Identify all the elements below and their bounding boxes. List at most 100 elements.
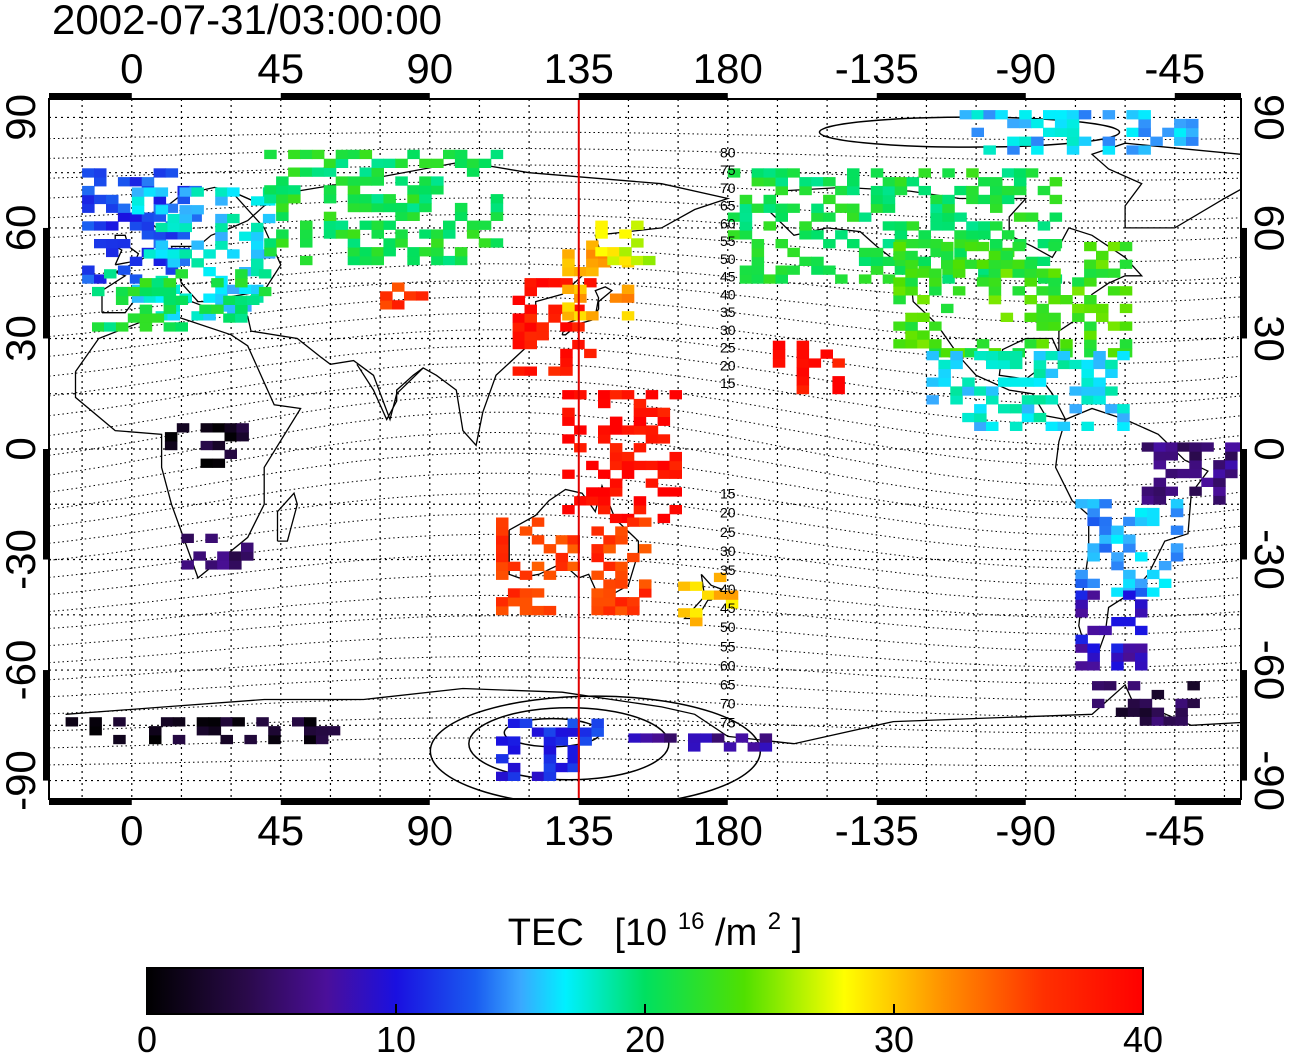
tec-cell	[929, 277, 942, 287]
tec-cell	[217, 551, 230, 561]
tec-cell	[657, 469, 671, 479]
tec-cell	[1084, 295, 1097, 305]
tec-cell	[823, 265, 836, 275]
tec-cell	[300, 229, 313, 239]
tec-cell	[1123, 643, 1136, 653]
tec-cell	[89, 717, 102, 727]
tec-cell	[1135, 552, 1148, 562]
tec-cell	[175, 322, 188, 332]
tec-cell	[1147, 516, 1160, 527]
tec-cell	[959, 110, 973, 120]
tec-cell	[574, 425, 587, 435]
tec-cell	[1201, 477, 1214, 487]
tec-cell	[205, 533, 218, 543]
tec-cell	[607, 255, 620, 266]
tec-cell	[165, 265, 179, 275]
tec-cell	[1138, 145, 1151, 155]
tec-cell	[971, 110, 984, 120]
tec-cell	[713, 590, 727, 600]
tec-cell	[490, 211, 504, 221]
tec-cell	[930, 194, 943, 205]
tec-cell	[1043, 127, 1056, 137]
frame-bar-left	[43, 227, 49, 339]
tec-cell	[1036, 339, 1049, 349]
tec-cell	[882, 194, 896, 205]
tec-cell	[974, 404, 987, 414]
magnetic-contour	[49, 362, 1241, 426]
tec-cell	[1117, 404, 1130, 414]
tec-cell	[1177, 442, 1190, 452]
tec-cell	[941, 259, 954, 269]
tec-cell	[562, 407, 575, 417]
tec-cell	[1096, 303, 1109, 314]
tec-cell	[247, 295, 260, 305]
tec-cell	[163, 286, 177, 297]
tec-cell	[1102, 136, 1116, 146]
tec-cell	[917, 268, 930, 278]
tec-cell	[905, 277, 918, 287]
tec-cell	[966, 194, 979, 205]
tec-cell	[1107, 321, 1121, 331]
tec-cell	[669, 451, 682, 462]
tec-cell	[117, 177, 131, 187]
tec-cell	[942, 168, 955, 178]
tec-cell	[627, 597, 640, 607]
tec-cell	[988, 268, 1002, 278]
tec-cell	[893, 286, 906, 296]
tec-cell	[519, 718, 533, 728]
lon-tick-label-bottom: -45	[1144, 807, 1205, 854]
tec-cell	[543, 762, 557, 773]
tec-cell	[988, 286, 1002, 296]
tec-cell	[215, 240, 228, 250]
tec-cell	[304, 717, 317, 727]
tec-cell	[191, 311, 204, 321]
tec-cell	[678, 581, 691, 591]
tec-cell	[998, 351, 1011, 361]
tec-cell	[1001, 185, 1015, 196]
tec-cell	[224, 449, 237, 459]
tec-cell	[966, 230, 979, 240]
tec-cell	[811, 203, 824, 213]
tec-cell	[1213, 460, 1226, 470]
tec-cell	[478, 238, 492, 248]
tec-cell	[276, 202, 289, 213]
tec-cell	[543, 754, 557, 764]
tec-cell	[419, 229, 432, 239]
tec-cell	[155, 293, 169, 303]
tec-cell	[1165, 486, 1178, 496]
tec-cell	[251, 196, 264, 206]
tec-cell	[555, 762, 569, 773]
frame-bar-right	[1241, 670, 1247, 781]
tec-cell	[609, 513, 623, 524]
tec-cell	[490, 149, 504, 160]
tec-cell	[1225, 442, 1238, 452]
coast-madagascar	[276, 491, 298, 542]
tec-cell	[591, 597, 604, 607]
tec-cell	[1078, 136, 1092, 146]
tec-cell	[688, 742, 701, 752]
tec-cell	[929, 286, 942, 296]
tec-cell	[454, 211, 468, 221]
frame-bar-top	[1174, 93, 1241, 99]
tec-cell	[490, 194, 504, 204]
tec-cell	[1138, 118, 1151, 129]
tec-cell	[823, 239, 836, 249]
contour-label-north: 75	[720, 162, 736, 178]
tec-cell	[1162, 127, 1175, 137]
tec-cell	[1087, 625, 1100, 636]
tec-cell	[153, 212, 167, 222]
tec-cell	[519, 597, 533, 607]
tec-cell	[555, 535, 569, 545]
tec-cell	[1057, 421, 1071, 431]
tec-cell	[917, 330, 930, 340]
tec-cell	[1069, 404, 1082, 414]
tec-cell	[763, 194, 776, 205]
tec-cell	[454, 255, 468, 266]
contour-label-north: 50	[720, 251, 736, 267]
tec-cell	[347, 255, 361, 266]
tec-cell	[725, 590, 739, 600]
tec-cell	[311, 167, 325, 177]
tec-cell	[986, 351, 999, 361]
tec-cell	[383, 202, 396, 213]
tec-cell	[1087, 590, 1100, 600]
